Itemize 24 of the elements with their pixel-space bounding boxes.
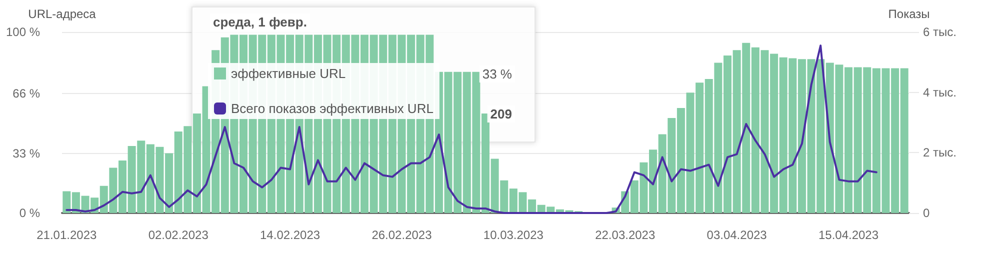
x-tick-label: 14.02.2023 bbox=[260, 228, 320, 242]
y-axis-title: URL-адреса bbox=[28, 7, 96, 21]
text: среда, 1 февр. bbox=[213, 14, 307, 30]
y2-tick-label: 2 тыс. bbox=[923, 146, 956, 160]
legend-label: эффективные URL bbox=[231, 66, 346, 81]
y-tick-label: 33 % bbox=[12, 146, 40, 160]
legend-label: Всего показов эффективных URL bbox=[231, 101, 434, 116]
annotation: 33 % bbox=[482, 66, 512, 82]
y-tick-label: 66 % bbox=[12, 86, 40, 101]
x-tick-label: 02.02.2023 bbox=[148, 228, 209, 242]
y2-axis-title: Показы bbox=[888, 7, 930, 21]
x-tick-label: 10.03.2023 bbox=[483, 228, 544, 242]
y-tick-label: 100 % bbox=[6, 25, 40, 39]
x-tick-label: 15.04.2023 bbox=[818, 228, 879, 242]
y2-tick-label: 6 тыс. bbox=[923, 25, 956, 39]
x-tick-label: 21.01.2023 bbox=[36, 228, 98, 242]
line-series bbox=[66, 44, 878, 214]
y2-tick-label: 4 тыс. bbox=[923, 85, 956, 100]
x-tick-label: 22.03.2023 bbox=[595, 228, 656, 242]
y2-tick-label: 0 bbox=[923, 206, 930, 220]
annotation: 209 bbox=[490, 106, 512, 122]
x-tick-label: 26.02.2023 bbox=[372, 228, 432, 242]
y-tick-label: 0 % bbox=[19, 206, 40, 220]
x-tick-label: 03.04.2023 bbox=[706, 228, 768, 242]
